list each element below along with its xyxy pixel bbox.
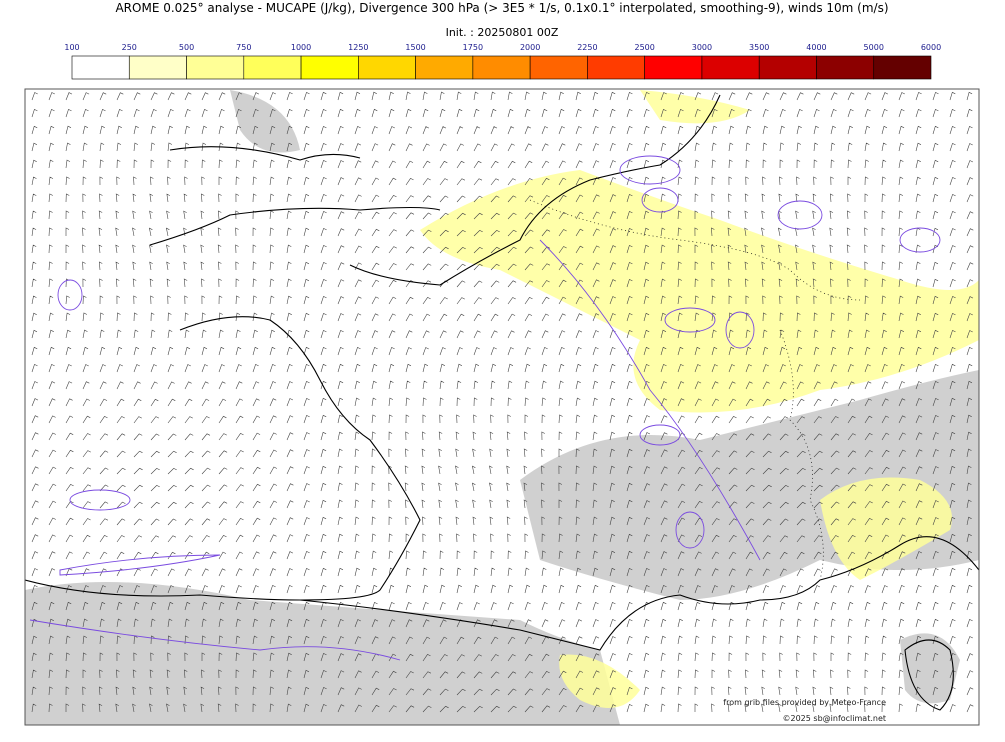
copyright: ©2025 sb@infoclimat.net — [783, 714, 887, 723]
colorbar-tick-label: 3000 — [692, 43, 712, 52]
color-box — [128, 55, 187, 80]
colorbar-tick-label: 1000 — [291, 43, 311, 52]
map-frame — [24, 88, 980, 726]
colorbar-tick-label: 1250 — [348, 43, 368, 52]
color-box — [873, 55, 932, 80]
colorbar-tick-label: 3500 — [749, 43, 769, 52]
colorbar-tick-label: 4000 — [806, 43, 826, 52]
colorbar-tick-label: 250 — [122, 43, 137, 52]
colorbar: 100 250 500 750 1000 1250 1500 1750 2000 2250 2500… — [64, 43, 941, 80]
color-box — [71, 55, 130, 80]
cape-shading — [420, 90, 979, 708]
coastlines — [25, 94, 979, 711]
colorbar-tick-label: 6000 — [921, 43, 941, 52]
colorbar-tick-label: 5000 — [864, 43, 884, 52]
colorbar-tick-label: 750 — [236, 43, 251, 52]
borders — [529, 199, 861, 581]
title: AROME 0.025° analyse - MUCAPE (J/kg), Di… — [115, 1, 888, 15]
color-box — [472, 55, 531, 80]
color-box — [587, 55, 645, 80]
color-box — [529, 55, 588, 80]
colorbar-tick-label: 1500 — [405, 43, 425, 52]
barb-field — [31, 91, 974, 713]
color-box — [415, 55, 474, 80]
color-box — [644, 55, 703, 80]
colorbar-tick-label: 100 — [64, 43, 79, 52]
colorbar-tick-label: 1750 — [463, 43, 483, 52]
color-box — [758, 55, 817, 80]
colorbar-tick-label: 500 — [179, 43, 194, 52]
color-box — [816, 55, 875, 80]
colorbar-tick-label: 2250 — [577, 43, 597, 52]
color-box — [358, 55, 416, 80]
color-box — [300, 55, 359, 80]
source-credit: from grib files provided by Meteo-France — [723, 698, 886, 707]
map: from grib files provided by Meteo-France… — [25, 89, 979, 725]
color-box — [701, 55, 760, 80]
color-box — [243, 55, 302, 80]
colorbar-tick-label: 2000 — [520, 43, 540, 52]
divergence-contours — [29, 155, 941, 661]
colorbar-tick-label: 2500 — [634, 43, 654, 52]
color-box — [186, 55, 245, 80]
init-time: Init. : 20250801 00Z — [446, 26, 559, 39]
wind-barbs — [31, 91, 974, 713]
